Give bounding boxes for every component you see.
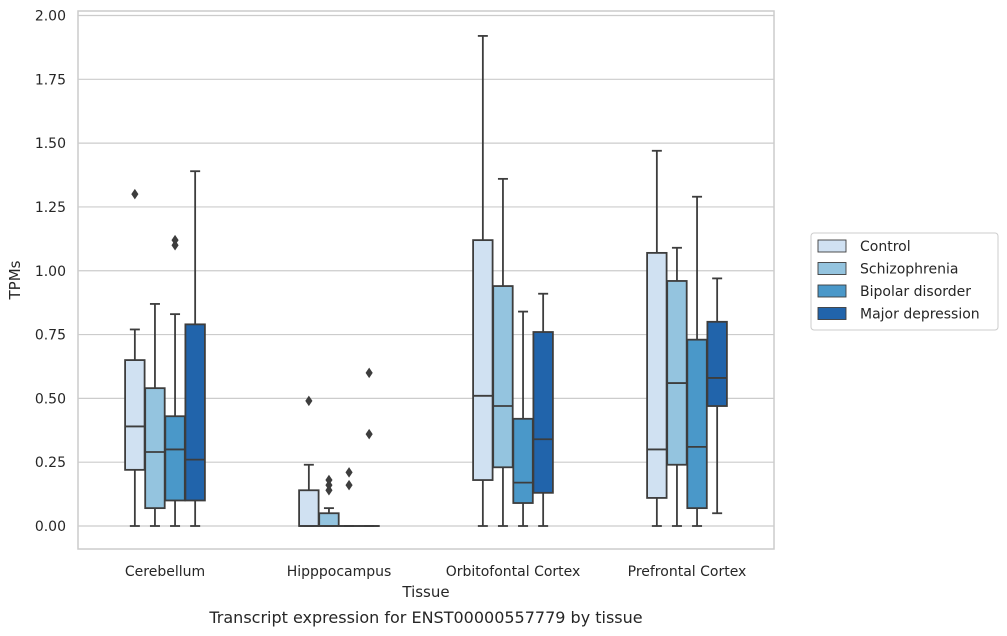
y-tick-label: 0.25: [35, 455, 66, 471]
legend-swatch: [817, 262, 847, 275]
box-body: [666, 280, 688, 466]
box-body: [298, 489, 320, 527]
legend-swatch: [817, 239, 847, 253]
box-body: [686, 338, 708, 510]
x-axis-title: Tissue: [401, 583, 449, 601]
legend-swatch: [817, 284, 847, 298]
outlier-point: [131, 188, 139, 200]
plot-area-frame: [77, 10, 775, 550]
box: [318, 474, 340, 527]
outlier-point: [345, 479, 353, 491]
y-tick-label: 1.75: [35, 72, 66, 88]
box: [298, 395, 320, 527]
box: [472, 35, 494, 527]
box-body: [706, 320, 728, 407]
legend-label: Control: [860, 239, 911, 255]
x-tick-label: Prefrontal Cortex: [628, 564, 747, 580]
box: [706, 277, 728, 515]
y-tick-label: 0.75: [35, 328, 66, 344]
y-tick-label: 1.50: [35, 136, 66, 152]
box: [512, 310, 534, 527]
outlier-point: [305, 395, 313, 407]
legend-label: Bipolar disorder: [860, 284, 971, 300]
box-body: [532, 331, 554, 494]
box: [184, 170, 206, 527]
legend-label: Major depression: [860, 307, 980, 323]
box: [686, 195, 708, 527]
box-body: [646, 251, 668, 499]
box: [666, 246, 688, 527]
box: [492, 177, 514, 527]
box-body: [144, 387, 166, 510]
legend-swatch: [817, 307, 847, 320]
y-tick-label: 1.00: [35, 264, 66, 280]
series-control: [124, 35, 668, 527]
x-tick-label: Orbitofontal Cortex: [446, 564, 581, 580]
y-tick-label: 0.50: [35, 391, 66, 407]
legend-frame: [810, 232, 999, 331]
y-tick-labels: 0.00 0.25 0.50 0.75 1.00 1.25 1.50 1.75 2.00: [35, 9, 66, 536]
box-body: [492, 285, 514, 469]
box: [338, 467, 360, 527]
outlier-point: [171, 234, 179, 246]
box-body: [184, 323, 206, 502]
outlier-point: [365, 367, 373, 379]
box: [144, 303, 166, 527]
legend-label: Schizophrenia: [860, 262, 958, 278]
x-tick-label: Cerebellum: [125, 564, 205, 580]
box: [164, 234, 186, 527]
box: [358, 367, 380, 527]
series-major-depression: [184, 170, 728, 527]
box-body: [124, 359, 146, 471]
y-tick-label: 0.00: [35, 519, 66, 535]
x-tick-labels: Cerebellum Hipppocampus Orbitofontal Corte…: [125, 564, 746, 580]
y-axis-title: TPMs: [6, 260, 24, 300]
box-body: [164, 415, 186, 502]
outlier-point: [345, 467, 353, 478]
series-bipolar-disorder: [164, 195, 708, 527]
box-body: [512, 417, 534, 504]
y-tick-label: 2.00: [35, 9, 66, 25]
box: [124, 188, 146, 527]
legend: Control Schizophrenia Bipolar disorder Majo…: [810, 232, 999, 331]
box: [532, 292, 554, 527]
chart-caption: Transcript expression for ENST0000055777…: [208, 608, 642, 627]
box-body: [472, 239, 494, 481]
box-body: [318, 512, 340, 527]
series-schizophrenia: [144, 177, 688, 527]
x-tick-label: Hipppocampus: [287, 564, 392, 580]
y-tick-label: 1.25: [35, 200, 66, 216]
outlier-point: [365, 428, 373, 440]
outlier-point: [325, 474, 333, 486]
box-series: [124, 35, 728, 527]
